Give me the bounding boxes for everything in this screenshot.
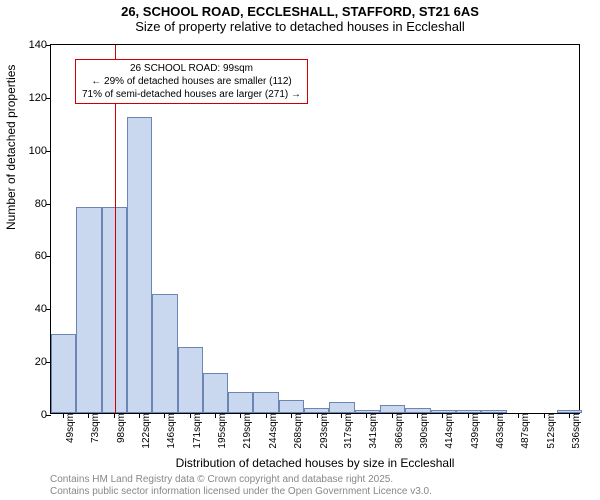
xtick-mark [518,413,519,418]
ytick-mark [46,151,51,152]
xtick-mark [88,413,89,418]
histogram-bar [51,334,76,413]
xtick-label: 244sqm [266,413,279,449]
xtick-label: 341sqm [366,413,379,449]
xtick-label: 122sqm [139,413,152,449]
histogram-bar [127,117,152,413]
xtick-label: 317sqm [341,413,354,449]
xtick-label: 146sqm [164,413,177,449]
histogram-bar [557,410,582,413]
annotation-line3: 71% of semi-detached houses are larger (… [82,88,301,101]
xtick-mark [366,413,367,418]
histogram-bar [481,410,506,413]
histogram-bar [329,402,354,413]
xtick-mark [291,413,292,418]
xtick-mark [240,413,241,418]
histogram-bar [431,410,456,413]
ytick-mark [46,256,51,257]
annotation-box: 26 SCHOOL ROAD: 99sqm← 29% of detached h… [75,59,308,104]
xtick-label: 487sqm [518,413,531,449]
xtick-mark [63,413,64,418]
xtick-mark [493,413,494,418]
xtick-label: 390sqm [417,413,430,449]
xtick-label: 463sqm [493,413,506,449]
xtick-label: 536sqm [569,413,582,449]
xtick-label: 73sqm [88,413,101,443]
histogram-bar [178,347,203,413]
histogram-bar [76,207,101,413]
ytick-mark [46,204,51,205]
footnote: Contains HM Land Registry data © Crown c… [50,474,432,498]
xtick-mark [417,413,418,418]
ytick-mark [46,415,51,416]
xtick-label: 366sqm [392,413,405,449]
xtick-label: 195sqm [215,413,228,449]
xtick-mark [468,413,469,418]
footnote-line2: Contains public sector information licen… [50,486,432,498]
annotation-line2: ← 29% of detached houses are smaller (11… [82,75,301,88]
xtick-mark [442,413,443,418]
xtick-label: 98sqm [114,413,127,443]
histogram-bar [152,294,177,413]
page-title-line2: Size of property relative to detached ho… [0,19,600,34]
y-axis-label: Number of detached properties [4,65,18,230]
xtick-label: 293sqm [317,413,330,449]
xtick-label: 439sqm [468,413,481,449]
ytick-mark [46,45,51,46]
xtick-mark [544,413,545,418]
xtick-label: 219sqm [240,413,253,449]
xtick-mark [341,413,342,418]
histogram-bar [203,373,228,413]
xtick-label: 171sqm [190,413,203,449]
histogram-bar [304,408,329,413]
xtick-mark [392,413,393,418]
page-title-line1: 26, SCHOOL ROAD, ECCLESHALL, STAFFORD, S… [0,4,600,19]
xtick-label: 49sqm [63,413,76,443]
xtick-mark [215,413,216,418]
xtick-mark [114,413,115,418]
xtick-label: 512sqm [544,413,557,449]
histogram-bar [228,392,253,413]
xtick-mark [317,413,318,418]
xtick-label: 268sqm [291,413,304,449]
xtick-mark [139,413,140,418]
histogram-bar [279,400,304,413]
histogram-bar [355,410,380,413]
xtick-mark [266,413,267,418]
x-axis-label: Distribution of detached houses by size … [50,456,580,470]
histogram-bar [380,405,405,413]
xtick-label: 414sqm [442,413,455,449]
xtick-mark [190,413,191,418]
histogram-chart: 02040608010012014049sqm73sqm98sqm122sqm1… [50,44,580,414]
xtick-mark [569,413,570,418]
xtick-mark [164,413,165,418]
histogram-bar [405,408,430,413]
annotation-line1: 26 SCHOOL ROAD: 99sqm [82,62,301,75]
histogram-bar [253,392,278,413]
footnote-line1: Contains HM Land Registry data © Crown c… [50,474,432,486]
histogram-bar [102,207,127,413]
histogram-bar [456,410,481,413]
ytick-mark [46,98,51,99]
ytick-mark [46,309,51,310]
